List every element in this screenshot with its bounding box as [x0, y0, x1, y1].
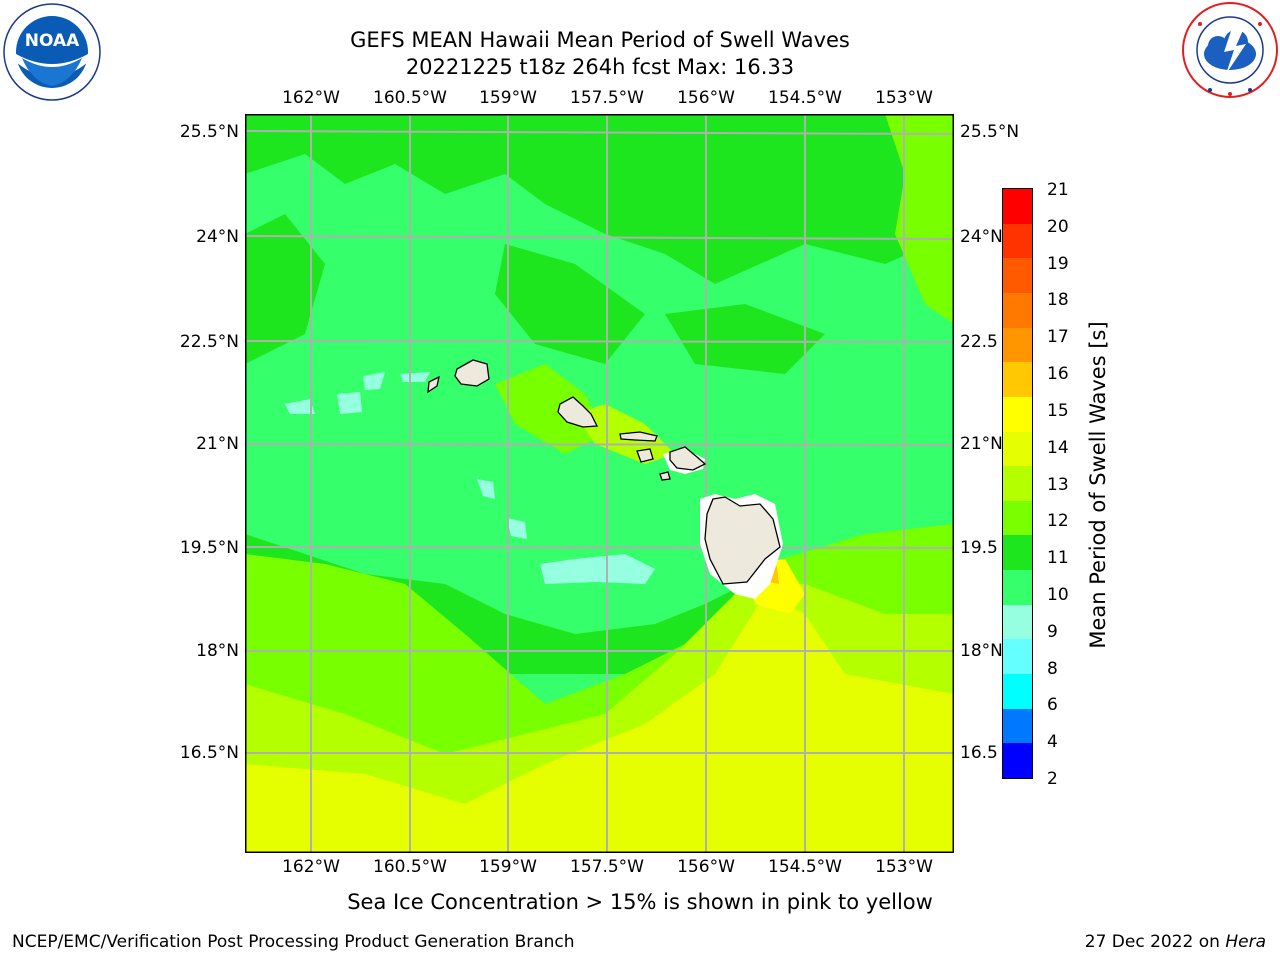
island-maui: [669, 446, 707, 471]
colorbar-segment: [1003, 570, 1032, 606]
lat-tick-left: 19.5°N: [179, 538, 239, 558]
footer-machine: Hera: [1225, 932, 1266, 952]
lat-tick-left: 16.5°N: [179, 743, 239, 763]
colorbar-tick-label: 4: [1047, 732, 1058, 753]
map-border: [245, 114, 954, 853]
colorbar-tick-label: 14: [1047, 437, 1069, 458]
hawaiian-islands: [427, 359, 783, 599]
island-lanai: [636, 448, 654, 463]
lon-tick-top: 157.5°W: [570, 88, 644, 108]
lat-tick-right: 25.5°N: [960, 122, 1020, 142]
colorbar-tick-label: 12: [1047, 511, 1069, 532]
lat-tick-right: 22.5: [960, 332, 998, 352]
colorbar-tick-label: 15: [1047, 400, 1069, 421]
colorbar-tick-label: 11: [1047, 548, 1069, 569]
island-kahoolawe: [659, 471, 671, 481]
colorbar-tick-label: 20: [1047, 216, 1069, 237]
swell-band-9-10: [540, 554, 655, 584]
lon-tick-top: 160.5°W: [373, 88, 447, 108]
lon-tick-bottom: 156°W: [677, 857, 735, 877]
swell-band-14-15: [245, 594, 954, 853]
colorbar-tick-label: 21: [1047, 180, 1069, 200]
colorbar-title: Mean Period of Swell Waves [s]: [1086, 321, 1110, 649]
lon-tick-bottom: 159°W: [479, 857, 537, 877]
footer-date-text: 27 Dec 2022 on: [1084, 932, 1226, 952]
lon-tick-top: 159°W: [479, 88, 537, 108]
colorbar-segment: [1003, 674, 1032, 710]
colorbar-tick-label: 18: [1047, 290, 1069, 311]
lon-tick-bottom: 162°W: [282, 857, 340, 877]
swell-band-9-10: [400, 372, 430, 382]
swell-band-9-10: [363, 372, 385, 390]
island-niihau: [427, 375, 440, 394]
colorbar-segment: [1003, 604, 1032, 640]
map-title-line2: 20221225 t18z 264h fcst Max: 16.33: [405, 55, 795, 79]
lon-tick-top: 162°W: [282, 88, 340, 108]
lon-tick-bottom: 153°W: [875, 857, 933, 877]
swell-band-9-10: [477, 479, 495, 499]
footer-date: 27 Dec 2022 on Hera: [1085, 932, 1266, 952]
noaa-logo-text: NOAA: [25, 31, 80, 51]
colorbar-segment: [1003, 327, 1032, 363]
colorbar-segment: [1003, 292, 1032, 329]
colorbar-segment: [1003, 258, 1032, 294]
lon-tick-top: 156°W: [677, 88, 735, 108]
colorbar-tick-label: 13: [1047, 474, 1069, 495]
colorbar-segment: [1003, 431, 1032, 467]
colorbar-segment: [1003, 500, 1032, 536]
nws-logo: [1180, 0, 1280, 100]
colorbar-segment: [1003, 189, 1032, 225]
colorbar-segment: [1003, 362, 1032, 398]
swell-band-9-10: [285, 399, 315, 414]
lat-tick-right: 24°N: [960, 227, 1003, 247]
swell-band-11-12: [245, 214, 325, 364]
colorbar-tick-label: 8: [1047, 658, 1058, 679]
noaa-logo: NOAA: [2, 2, 102, 102]
colorbar-segment: [1003, 396, 1032, 433]
map-panel: [245, 114, 954, 853]
lat-tick-right: 18°N: [960, 641, 1003, 661]
island-molokai: [619, 431, 658, 442]
colorbar-tick-label: 10: [1047, 584, 1069, 605]
lon-tick-top: 153°W: [875, 88, 933, 108]
lon-tick-bottom: 154.5°W: [768, 857, 842, 877]
island-kauai: [454, 359, 490, 387]
colorbar-tick-label: 19: [1047, 253, 1069, 274]
colorbar: [1002, 188, 1033, 779]
colorbar-segment: [1003, 639, 1032, 675]
lat-tick-left: 24°N: [196, 227, 239, 247]
lat-tick-left: 18°N: [196, 641, 239, 661]
island-hawaii: [704, 496, 781, 585]
colorbar-tick-label: 9: [1047, 621, 1058, 642]
lat-tick-right: 21°N: [960, 434, 1003, 454]
colorbar-tick-label: 6: [1047, 695, 1058, 716]
swell-band-11-12: [245, 114, 954, 284]
lon-tick-top: 154.5°W: [768, 88, 842, 108]
colorbar-tick-label: 2: [1047, 769, 1058, 789]
island-oahu: [557, 396, 599, 428]
swell-band-12-13: [495, 364, 605, 454]
colorbar-segment: [1003, 708, 1032, 744]
lon-tick-bottom: 157.5°W: [570, 857, 644, 877]
lat-tick-left: 21°N: [196, 434, 239, 454]
lon-tick-bottom: 160.5°W: [373, 857, 447, 877]
sea-ice-note: Sea Ice Concentration > 15% is shown in …: [347, 890, 933, 914]
colorbar-tick-label: 16: [1047, 364, 1069, 385]
swell-band-9-10: [507, 518, 527, 539]
colorbar-segment: [1003, 223, 1032, 259]
colorbar-segment: [1003, 466, 1032, 502]
map-title-line1: GEFS MEAN Hawaii Mean Period of Swell Wa…: [350, 28, 850, 52]
colorbar-segment: [1003, 743, 1032, 779]
graticule: [245, 114, 954, 853]
lat-tick-right: 16.5: [960, 743, 998, 763]
lat-tick-right: 19.5: [960, 538, 998, 558]
lat-tick-left: 22.5°N: [179, 332, 239, 352]
footer-credit: NCEP/EMC/Verification Post Processing Pr…: [12, 932, 575, 952]
lat-tick-left: 25.5°N: [179, 122, 239, 142]
colorbar-segment: [1003, 535, 1032, 571]
swell-band-12-13: [885, 114, 954, 324]
colorbar-tick-label: 17: [1047, 327, 1069, 348]
swell-band-9-10: [337, 392, 362, 414]
